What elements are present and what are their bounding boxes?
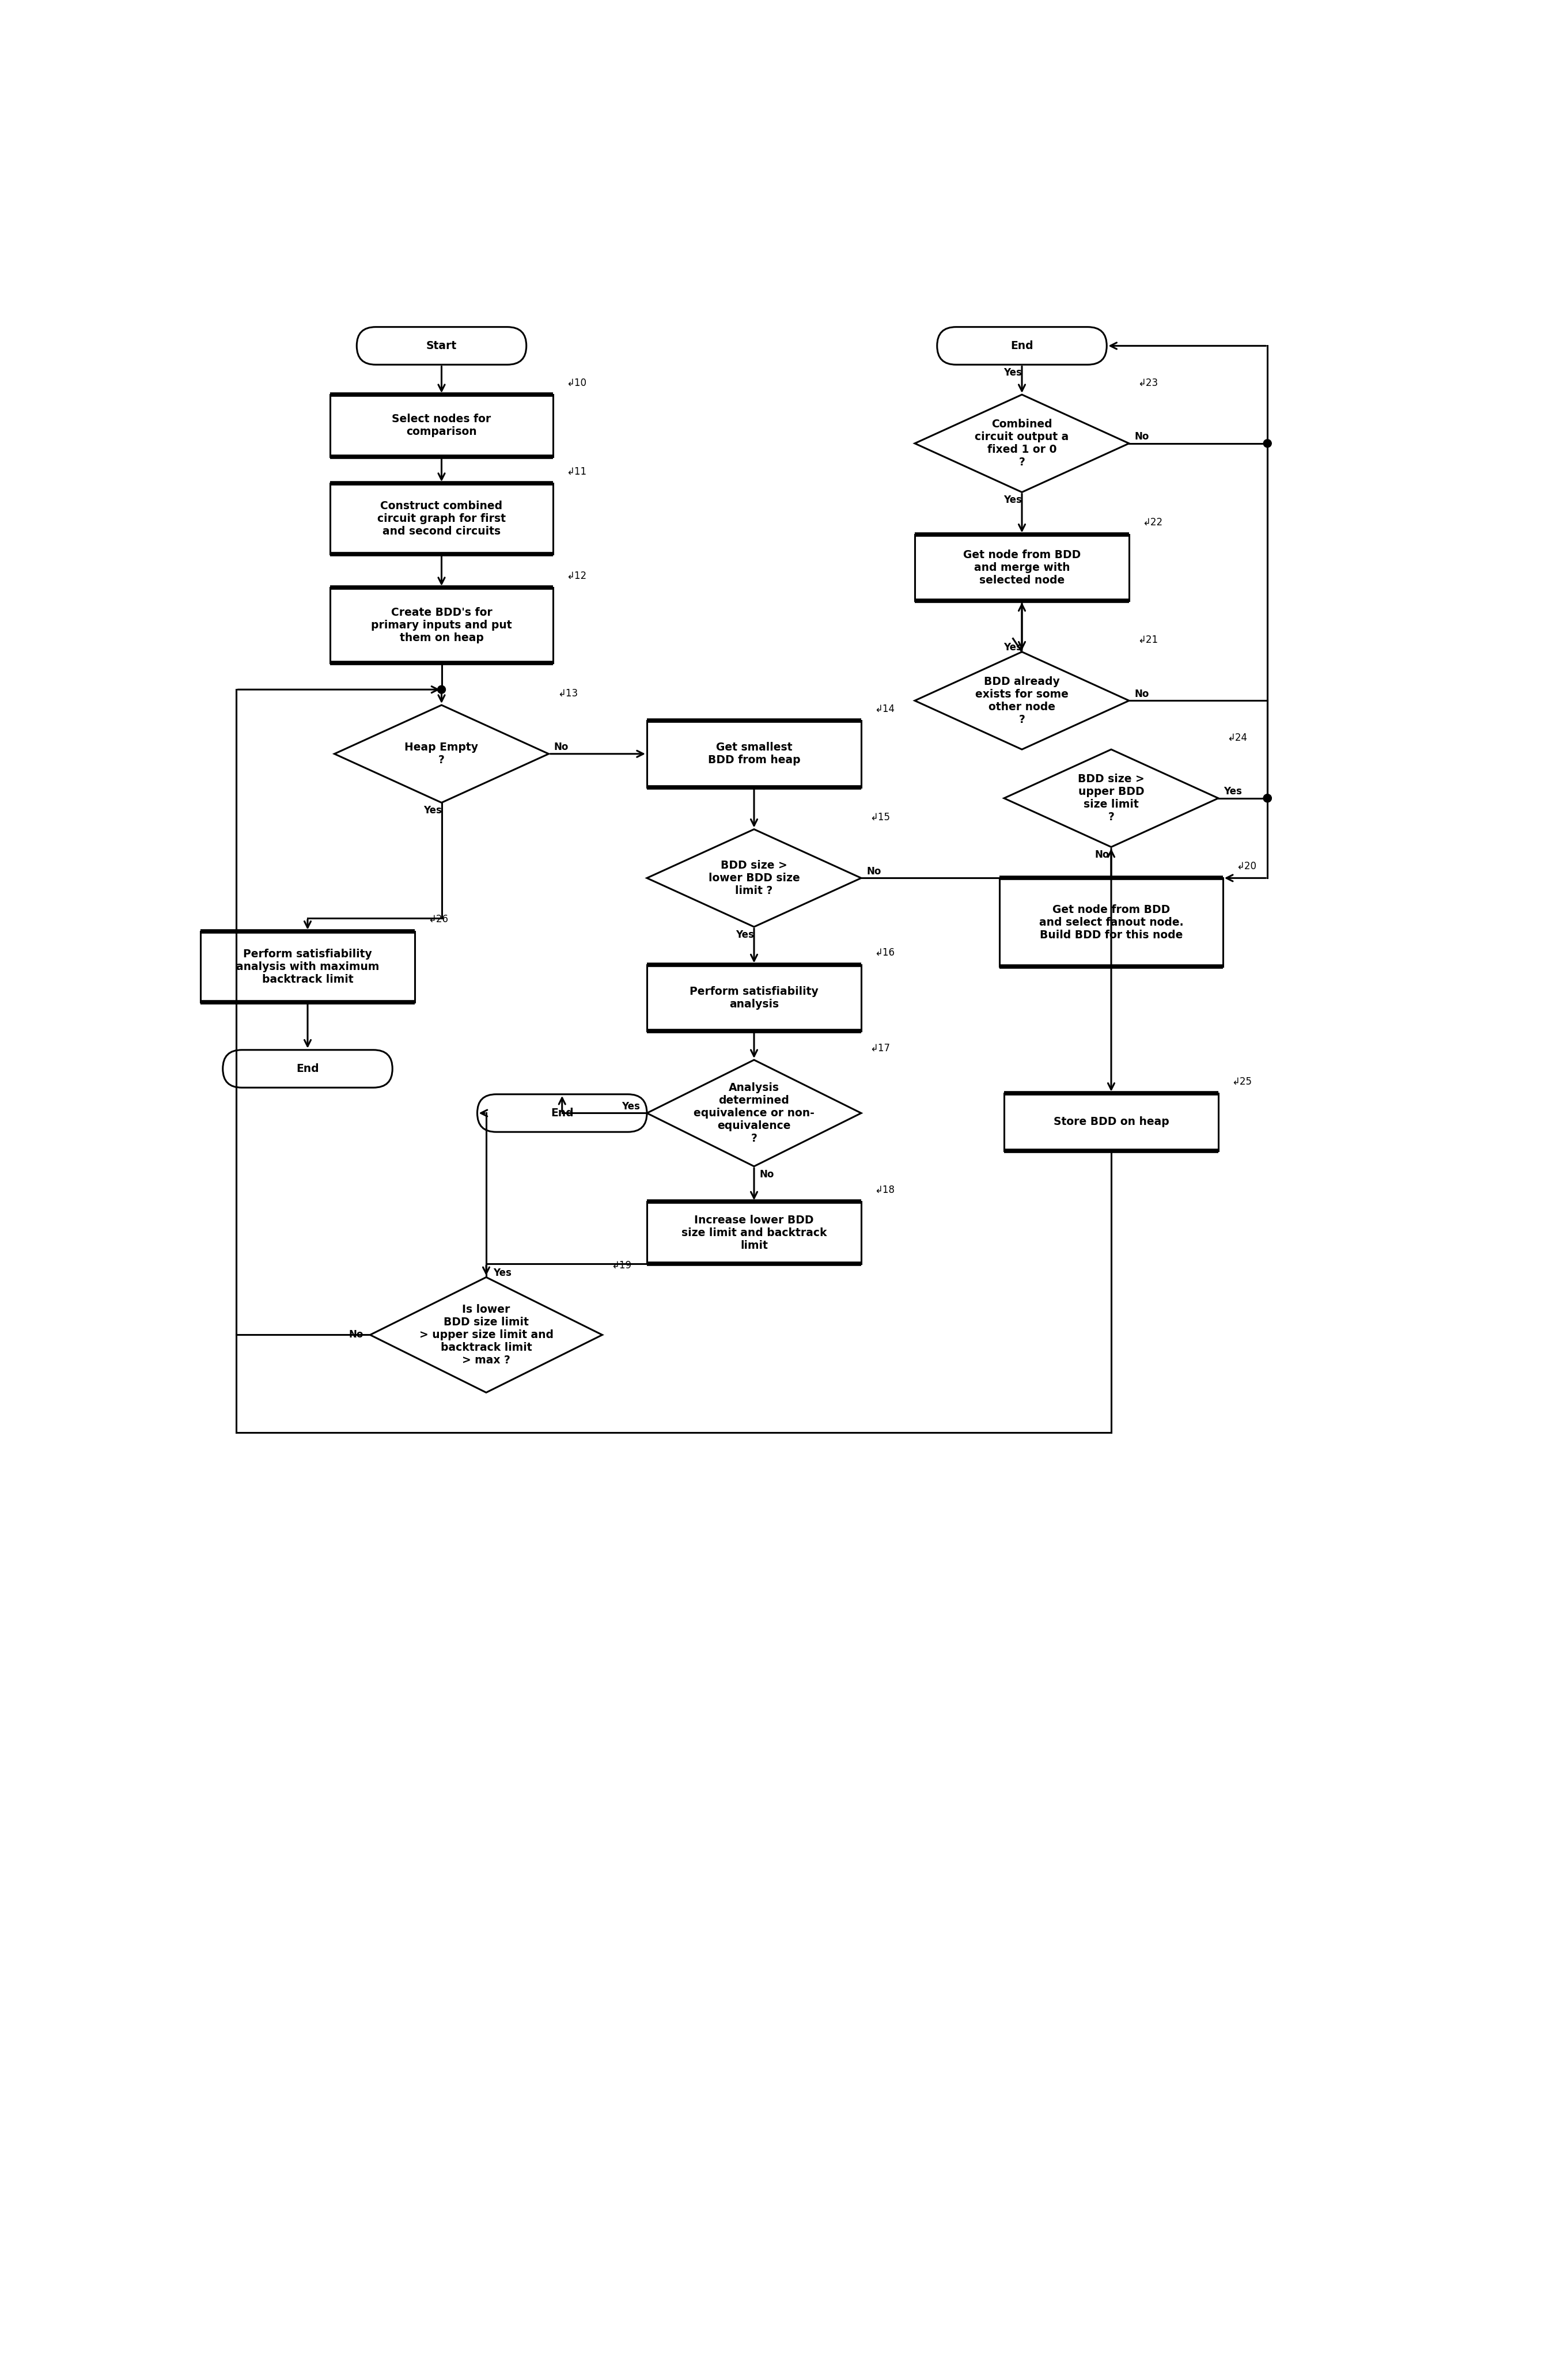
Circle shape [437, 686, 445, 693]
Text: Construct combined
circuit graph for first
and second circuits: Construct combined circuit graph for fir… [378, 500, 506, 537]
Text: Yes: Yes [735, 929, 754, 940]
Text: No: No [1134, 688, 1149, 700]
Text: No: No [1134, 431, 1149, 441]
Text: Analysis
determined
equivalence or non-
equivalence
?: Analysis determined equivalence or non- … [693, 1082, 814, 1143]
Text: Perform satisfiability
analysis: Perform satisfiability analysis [690, 985, 818, 1009]
Text: Create BDD's for
primary inputs and put
them on heap: Create BDD's for primary inputs and put … [372, 608, 513, 643]
FancyBboxPatch shape [356, 328, 527, 365]
Bar [648, 721, 861, 787]
Bar [648, 964, 861, 1030]
Text: ↲11: ↲11 [566, 467, 586, 476]
Bar [1004, 1094, 1218, 1150]
Circle shape [1264, 438, 1272, 448]
Text: Store BDD on heap: Store BDD on heap [1054, 1117, 1170, 1127]
Text: No: No [867, 867, 881, 877]
Text: Combined
circuit output a
fixed 1 or 0
?: Combined circuit output a fixed 1 or 0 ? [975, 420, 1069, 469]
Polygon shape [370, 1277, 602, 1393]
Bar [329, 394, 554, 457]
Text: Yes: Yes [1004, 495, 1022, 504]
Text: Start: Start [426, 339, 456, 351]
Text: Yes: Yes [1004, 641, 1022, 653]
Text: ↲16: ↲16 [875, 948, 895, 957]
Text: Get node from BDD
and select fanout node.
Build BDD for this node: Get node from BDD and select fanout node… [1040, 905, 1184, 940]
Bar [914, 535, 1129, 601]
Polygon shape [648, 1061, 861, 1167]
Text: No: No [554, 742, 569, 752]
Text: BDD size >
lower BDD size
limit ?: BDD size > lower BDD size limit ? [709, 860, 800, 896]
Text: Yes: Yes [1004, 368, 1022, 377]
Text: Yes: Yes [1223, 787, 1242, 797]
Circle shape [1264, 794, 1272, 801]
Text: ↲21: ↲21 [1138, 634, 1159, 646]
Text: ↲10: ↲10 [566, 377, 586, 389]
Text: Yes: Yes [492, 1268, 511, 1277]
FancyBboxPatch shape [938, 328, 1107, 365]
Polygon shape [914, 394, 1129, 493]
Text: Select nodes for
comparison: Select nodes for comparison [392, 415, 491, 438]
Polygon shape [334, 705, 549, 804]
Text: No: No [1094, 851, 1110, 860]
Circle shape [1264, 794, 1272, 801]
Text: No: No [759, 1169, 775, 1178]
Text: End: End [296, 1063, 318, 1075]
FancyBboxPatch shape [477, 1094, 648, 1131]
Text: Is lower
BDD size limit
> upper size limit and
backtrack limit
> max ?: Is lower BDD size limit > upper size lim… [419, 1303, 554, 1365]
Text: Get smallest
BDD from heap: Get smallest BDD from heap [707, 742, 800, 766]
Text: Yes: Yes [423, 806, 442, 816]
Polygon shape [648, 830, 861, 926]
Text: ↲26: ↲26 [428, 915, 448, 924]
Text: Yes: Yes [622, 1101, 640, 1113]
Text: Perform satisfiability
analysis with maximum
backtrack limit: Perform satisfiability analysis with max… [237, 948, 379, 985]
Text: BDD size >
upper BDD
size limit
?: BDD size > upper BDD size limit ? [1077, 773, 1145, 823]
Text: ↲18: ↲18 [875, 1186, 895, 1195]
Text: ↲20: ↲20 [1236, 860, 1256, 872]
Text: ↲13: ↲13 [558, 688, 579, 698]
Polygon shape [1004, 750, 1218, 846]
Bar [329, 483, 554, 554]
Text: Heap Empty
?: Heap Empty ? [405, 742, 478, 766]
Text: ↲12: ↲12 [566, 570, 586, 580]
Text: No: No [348, 1329, 364, 1341]
Bar [648, 1202, 861, 1263]
Text: Get node from BDD
and merge with
selected node: Get node from BDD and merge with selecte… [963, 549, 1080, 587]
Text: Increase lower BDD
size limit and backtrack
limit: Increase lower BDD size limit and backtr… [682, 1214, 826, 1252]
Text: ↲19: ↲19 [612, 1261, 632, 1270]
Text: End: End [550, 1108, 574, 1120]
Polygon shape [914, 653, 1129, 750]
Text: ↲17: ↲17 [870, 1042, 891, 1054]
FancyBboxPatch shape [223, 1049, 392, 1087]
Bar [329, 587, 554, 662]
Text: ↲14: ↲14 [875, 705, 895, 714]
Text: ↲22: ↲22 [1143, 516, 1163, 528]
Text: ↲25: ↲25 [1232, 1077, 1251, 1087]
Text: ↲15: ↲15 [870, 813, 891, 823]
Text: ↲24: ↲24 [1228, 733, 1248, 742]
Text: End: End [1010, 339, 1033, 351]
Text: ↲23: ↲23 [1138, 377, 1159, 389]
Bar [201, 931, 416, 1002]
Bar [999, 879, 1223, 966]
Text: BDD already
exists for some
other node
?: BDD already exists for some other node ? [975, 676, 1068, 726]
